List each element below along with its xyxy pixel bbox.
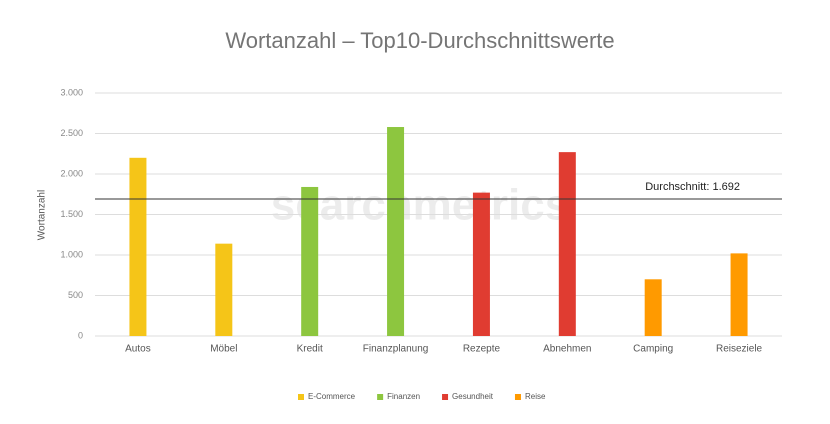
legend-label: E-Commerce (308, 392, 356, 401)
y-tick-label: 500 (68, 290, 83, 300)
x-tick-label: Möbel (210, 344, 237, 355)
watermark: searchmetrics (271, 181, 569, 230)
bar (644, 279, 662, 336)
y-tick-label: 2.000 (60, 168, 83, 178)
x-tick-label: Rezepte (463, 344, 501, 355)
legend-swatch (377, 394, 384, 400)
reference-label: Durchschnitt: 1.692 (645, 181, 740, 193)
y-tick-label: 3.000 (60, 87, 83, 97)
y-tick-label: 0 (78, 330, 83, 340)
bar (129, 157, 147, 336)
y-tick-label: 2.500 (60, 128, 83, 138)
y-axis-label: Wortanzahl (37, 190, 48, 240)
x-tick-label: Abnehmen (543, 344, 591, 355)
x-tick-label: Camping (633, 344, 673, 355)
y-tick-label: 1.500 (60, 209, 83, 219)
x-tick-label: Autos (125, 344, 151, 355)
chart-title: Wortanzahl – Top10-Durchschnittswerte (225, 28, 614, 53)
x-tick-label: Finanzplanung (363, 344, 429, 355)
legend-swatch (442, 394, 449, 400)
x-tick-label: Reiseziele (716, 344, 763, 355)
bar (387, 127, 405, 337)
legend-swatch (514, 394, 521, 400)
bar (730, 253, 748, 336)
legend-label: Finanzen (387, 392, 420, 401)
bar (215, 243, 233, 336)
bar (472, 192, 490, 336)
bar (301, 186, 319, 336)
legend-label: Reise (525, 392, 546, 401)
legend-swatch (298, 394, 304, 400)
x-tick-label: Kredit (297, 344, 323, 355)
legend-label: Gesundheit (452, 392, 494, 401)
bar (558, 152, 576, 336)
y-tick-label: 1.000 (60, 249, 83, 259)
